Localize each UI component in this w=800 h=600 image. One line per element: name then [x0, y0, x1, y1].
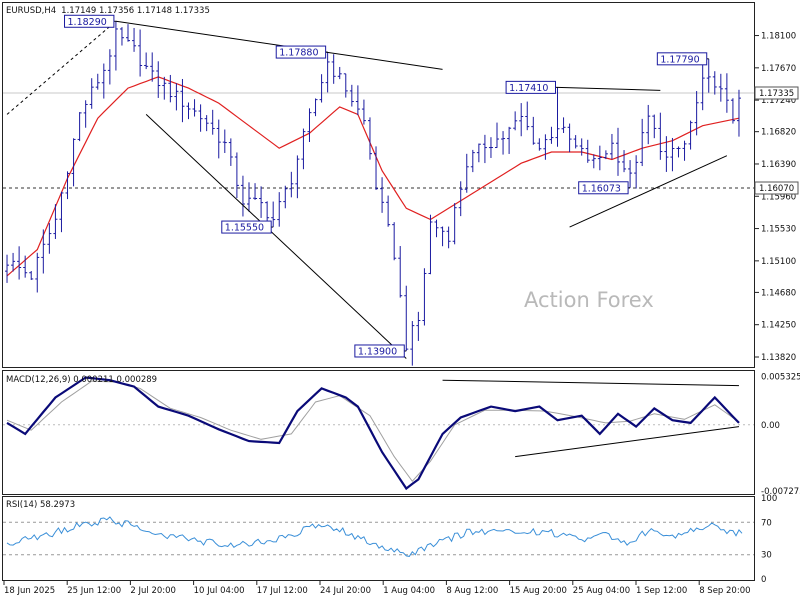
- price-label-box: [64, 14, 115, 28]
- rsi-tick-label: 70: [761, 518, 772, 528]
- symbol-header: EURUSD,H4 1.17149 1.17356 1.17148 1.17335: [6, 6, 210, 16]
- symbol-name: EURUSD,H4: [6, 6, 56, 16]
- marked-level-tag-label: 1.16070: [759, 184, 794, 194]
- ohlc-values: 1.17149 1.17356 1.17148 1.17335: [61, 6, 210, 16]
- macd-axis: 0.005325 0.00 -0.007273: [761, 372, 800, 497]
- price-tick-label: 1.16390: [761, 160, 796, 170]
- time-tick-label: 1 Sep 12:00: [636, 586, 687, 596]
- price-tick-label: 1.17670: [761, 64, 796, 74]
- price-label-box: [275, 45, 327, 59]
- price-tick-label: 1.17240: [761, 96, 796, 106]
- time-tick-label: 18 Jun 2025: [4, 586, 55, 596]
- time-tick-label: 17 Jul 12:00: [257, 586, 308, 596]
- macd-main-line: [6, 376, 740, 491]
- time-tick-label: 2 Jul 20:00: [130, 586, 176, 596]
- time-tick-label: 15 Aug 20:00: [510, 586, 567, 596]
- price-tick-label: 1.15530: [761, 225, 796, 235]
- price-tick-label: 1.13820: [761, 353, 796, 363]
- time-tick-label: 1 Aug 04:00: [383, 586, 435, 596]
- price-label-text: 1.17410: [509, 83, 548, 94]
- rsi-panel: RSI(14) 58.2973: [2, 496, 755, 581]
- price-trendline: [115, 20, 443, 70]
- price-panel: Action Forex 1.18290 1.17880 1.15550 1.1390…: [2, 2, 755, 368]
- time-tick-label: 25 Aug 04:00: [573, 586, 630, 596]
- price-tick-label: 1.15100: [761, 257, 796, 267]
- ma-line: [6, 76, 740, 277]
- price-tick-label: 1.14680: [761, 288, 796, 298]
- macd-panel: MACD(12,26,9) 0.000211 0.000289: [2, 370, 755, 495]
- current-price-tag-label: 1.17335: [759, 89, 794, 99]
- rsi-line: [6, 516, 743, 557]
- rsi-lines: [3, 516, 754, 557]
- price-trendlines: [6, 20, 728, 359]
- rsi-tick-label: 30: [761, 551, 772, 561]
- price-label-text: 1.18290: [68, 17, 107, 28]
- price-label-text: 1.13900: [358, 346, 397, 357]
- price-tick-label: 1.14250: [761, 321, 796, 331]
- price-label-text: 1.16073: [582, 183, 621, 194]
- rsi-tick-label: 100: [761, 494, 777, 504]
- price-tick-label: 1.15960: [761, 192, 796, 202]
- price-label-box: [505, 80, 557, 94]
- macd-trendline: [442, 379, 739, 387]
- time-tick-label: 24 Jul 20:00: [320, 586, 371, 596]
- price-label-text: 1.15550: [225, 223, 264, 234]
- rsi-axis: 100 70 30 0: [761, 494, 777, 585]
- macd-tick-label: 0.00: [761, 421, 780, 431]
- price-trendline: [145, 114, 407, 359]
- macd-tick-label: 0.005325: [761, 372, 800, 382]
- price-label-box: [221, 220, 272, 234]
- price-label-box: [578, 181, 629, 195]
- price-label-box: [354, 344, 405, 358]
- price-tick-label: 1.18100: [761, 32, 796, 42]
- macd-tick-label: -0.007273: [761, 487, 800, 497]
- time-tick-label: 25 Jun 12:00: [67, 586, 121, 596]
- current-price-tag-box: [754, 86, 799, 100]
- price-trendline: [557, 86, 661, 91]
- watermark: Action Forex: [524, 288, 654, 312]
- moving-average: [6, 76, 740, 277]
- price-label-text: 1.17790: [660, 54, 699, 65]
- price-axis: 1.18100 1.17670 1.17240 1.16820 1.16390 1.159…: [754, 32, 799, 363]
- rsi-tick-label: 0: [761, 575, 766, 585]
- time-tick-label: 10 Jul 04:00: [194, 586, 245, 596]
- macd-panel-frame: [2, 370, 755, 495]
- macd-lines: [3, 376, 754, 491]
- time-tick-label: 8 Aug 12:00: [446, 586, 498, 596]
- candlesticks: [5, 21, 741, 366]
- macd-title: MACD(12,26,9) 0.000211 0.000289: [6, 375, 157, 385]
- price-label-box: [656, 52, 708, 66]
- price-trendline: [569, 155, 728, 228]
- time-axis: 18 Jun 2025 25 Jun 12:00 2 Jul 20:00 10 Jul…: [3, 581, 751, 596]
- price-annotations: 1.18290 1.17880 1.15550 1.13900 1.17410 1.160…: [64, 14, 709, 358]
- macd-trendline: [515, 426, 740, 458]
- price-label-text: 1.17880: [279, 48, 318, 59]
- price-tick-label: 1.16820: [761, 128, 796, 138]
- time-tick-label: 8 Sep 20:00: [699, 586, 750, 596]
- rsi-title: RSI(14) 58.2973: [6, 500, 75, 510]
- rsi-panel-frame: [2, 496, 755, 581]
- marked-level-tag-box: [754, 181, 799, 195]
